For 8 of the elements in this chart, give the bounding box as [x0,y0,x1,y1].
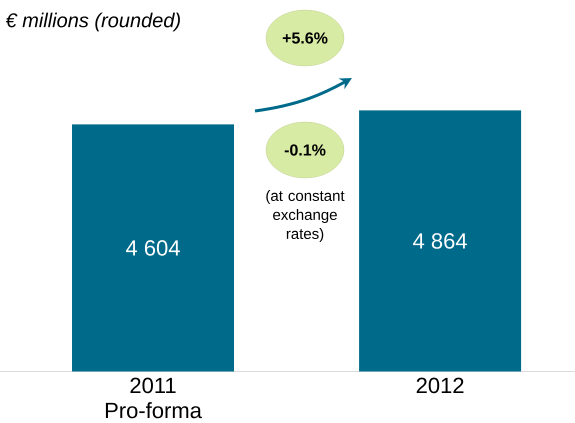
text: +5.6% [282,32,328,44]
data-label: 4 864 [413,233,467,249]
annotation: (at constant exchange rates) [266,190,344,242]
data-label: 4 604 [126,240,180,256]
x-tick-label: 2011 Pro-forma [106,378,202,418]
x-tick-label: 2012 [416,378,464,394]
chart-title: € millions (rounded) [6,12,180,32]
annotation: -0.1% [284,144,326,156]
